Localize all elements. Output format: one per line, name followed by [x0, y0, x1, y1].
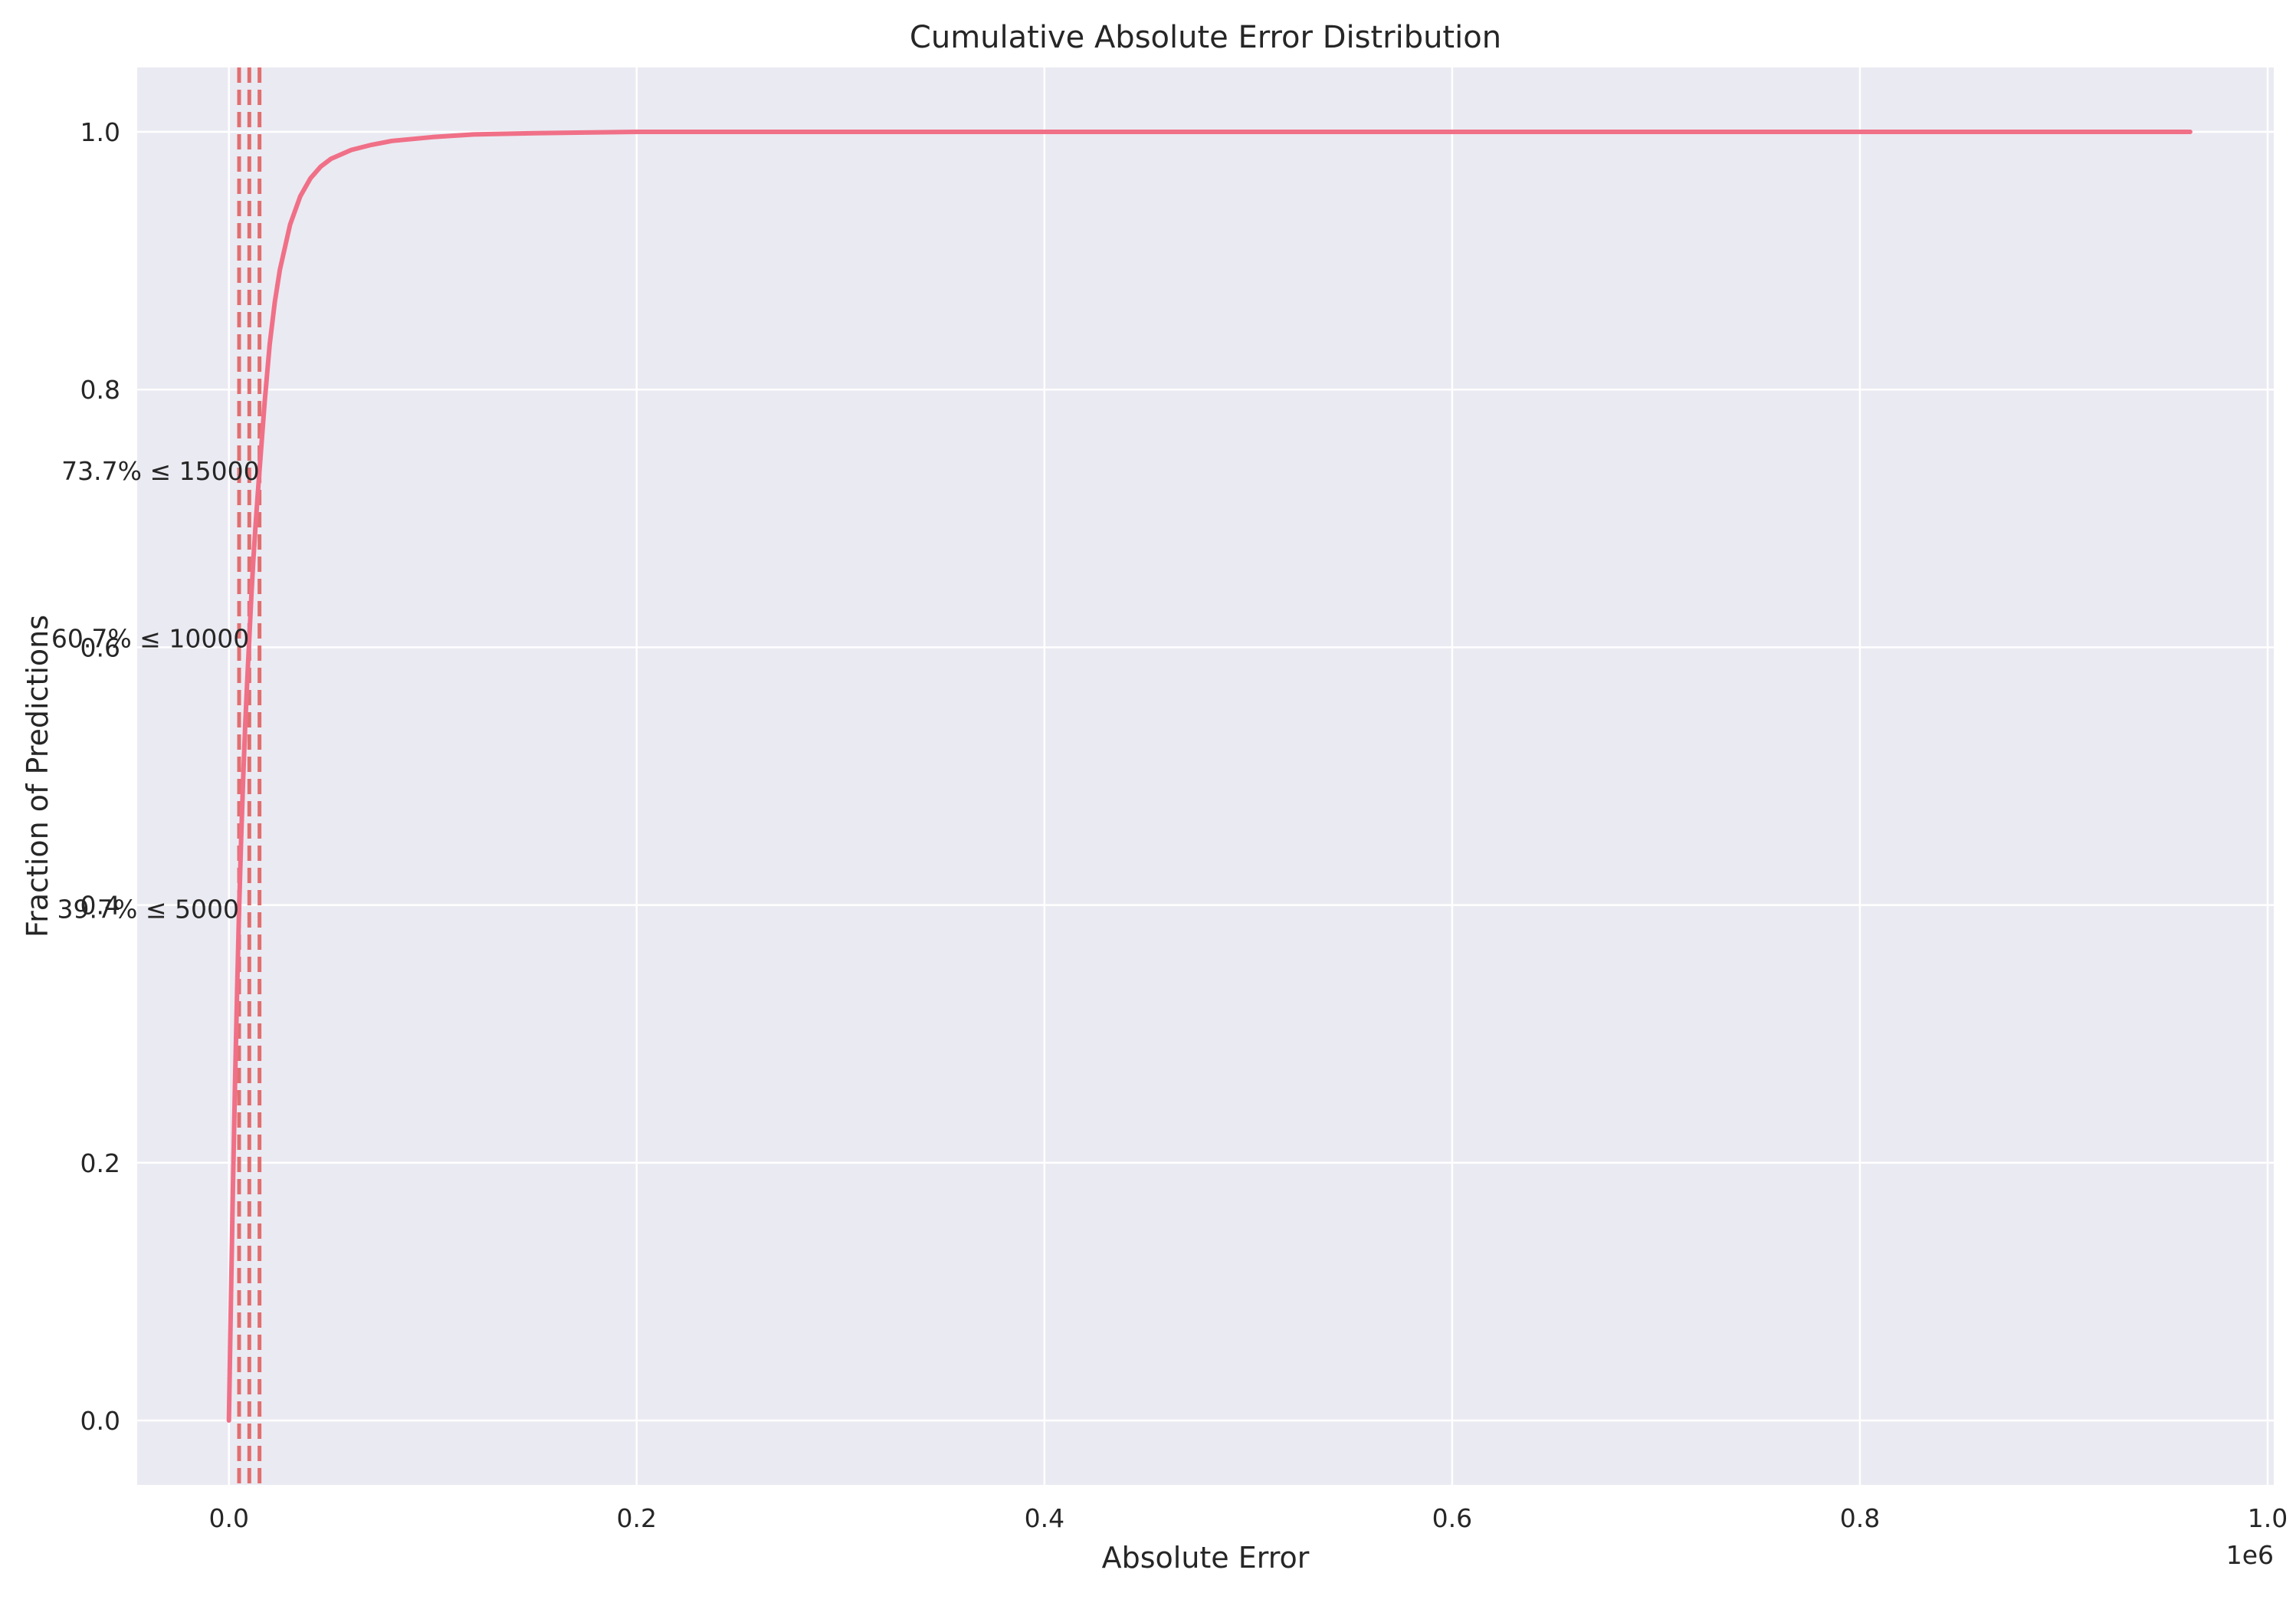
- x-tick-label: 0.0: [208, 1503, 248, 1533]
- series-group: [226, 130, 2193, 1423]
- y-tick-labels: 0.0 0.2 0.4 0.6 0.8 1.0: [80, 117, 120, 1436]
- y-tick-label: 0.8: [80, 375, 120, 405]
- y-tick-label: 1.0: [80, 117, 120, 147]
- chart-title: Cumulative Absolute Error Distribution: [910, 20, 1501, 55]
- x-tick-label: 0.2: [617, 1503, 657, 1533]
- x-tick-labels: 0.0 0.2 0.4 0.6 0.8 1.0: [208, 1503, 2288, 1533]
- x-tick-label: 1.0: [2248, 1503, 2288, 1533]
- threshold-annotation: 39.7% ≤ 5000: [57, 895, 239, 925]
- x-tick-label: 0.6: [1432, 1503, 1472, 1533]
- x-tick-label: 0.8: [1840, 1503, 1880, 1533]
- plot-area: [137, 67, 2274, 1485]
- y-axis-label: Fraction of Predictions: [21, 615, 54, 938]
- y-tick-label: 0.2: [80, 1148, 120, 1178]
- y-tick-label: 0.6: [80, 632, 120, 662]
- threshold-annotation: 73.7% ≤ 15000: [61, 456, 259, 486]
- x-tick-label: 0.4: [1025, 1503, 1064, 1533]
- cdf-line: [226, 130, 2193, 1423]
- y-tick-label: 0.0: [80, 1406, 120, 1436]
- x-axis-label: Absolute Error: [1102, 1541, 1310, 1575]
- threshold-annotations: 39.7% ≤ 5000 60.7% ≤ 10000 73.7% ≤ 15000: [51, 456, 260, 925]
- x-axis-offset-label: 1e6: [2226, 1540, 2274, 1570]
- y-tick-label: 0.4: [80, 891, 120, 921]
- threshold-lines: [237, 67, 262, 1485]
- threshold-annotation: 60.7% ≤ 10000: [51, 624, 249, 654]
